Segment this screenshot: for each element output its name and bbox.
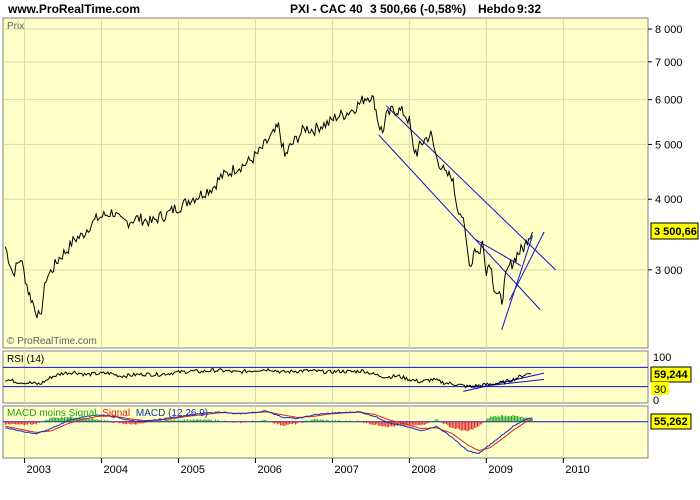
x-tick-label: 2003	[27, 464, 51, 476]
price-series-line	[4, 94, 533, 319]
rsi-last-label: 59,244	[654, 369, 689, 381]
price-change-label: 3 500,66 (-0,58%)	[370, 2, 467, 16]
trend-line[interactable]	[509, 231, 545, 301]
y-tick-label: 4 000	[655, 194, 683, 206]
site-title: www.ProRealTime.com	[8, 2, 141, 16]
y-tick-label: 3 000	[655, 265, 683, 277]
x-tick-label: 2005	[180, 464, 204, 476]
macd-hist-legend: MACD moins Signal	[7, 408, 96, 419]
rsi-panel[interactable]: RSI (14)	[2, 350, 649, 404]
price-panel-label: Prix	[7, 21, 24, 32]
trend-line[interactable]	[385, 105, 556, 271]
last-price-box: 3 500,66	[650, 222, 699, 240]
macd-line	[5, 410, 533, 454]
macd-line-legend: MACD (12 26 9)	[136, 408, 208, 419]
macd-panel[interactable]: MACD moins Signal Signal MACD (12 26 9)	[2, 405, 649, 459]
x-tick-label: 2009	[488, 464, 512, 476]
price-panel[interactable]: Prix © ProRealTime.com	[2, 17, 649, 349]
y-tick-label: 5 000	[655, 139, 683, 151]
watermark: © ProRealTime.com	[7, 336, 97, 347]
rsi-lower-label: 0	[653, 395, 659, 407]
x-tick-label: 2004	[104, 464, 128, 476]
rsi-upper-label: 100	[653, 352, 671, 364]
rsi-last-bg	[650, 366, 692, 383]
x-tick-label: 2008	[411, 464, 435, 476]
macd-last-bg	[650, 413, 692, 430]
macd-last-label: 55,262	[654, 416, 688, 428]
rsi-panel-bg	[2, 350, 649, 404]
rsi-level-label: 30	[654, 384, 666, 396]
last-price-label: 3 500,66	[654, 226, 697, 238]
svg-text:MACD moins Signal Signal: MACD moins Signal Signal MACD (12 26 9)	[7, 408, 208, 419]
price-panel-bg	[2, 17, 649, 349]
rsi-level-bg	[651, 382, 669, 395]
x-tick-label: 2006	[257, 464, 281, 476]
rsi-trend-line[interactable]	[470, 378, 545, 389]
symbol-label: PXI - CAC 40	[290, 2, 363, 16]
rsi-series-line	[5, 367, 532, 389]
rsi-panel-label: RSI (14)	[7, 354, 44, 365]
y-tick-label: 6 000	[655, 95, 683, 107]
timeframe-label: Hebdo	[478, 2, 516, 16]
trend-line[interactable]	[378, 134, 541, 311]
trend-line[interactable]	[501, 235, 534, 330]
macd-panel-bg	[2, 405, 649, 459]
y-tick-label: 7 000	[655, 57, 683, 69]
last-price-bg	[650, 222, 699, 240]
x-tick-label: 2007	[334, 464, 358, 476]
macd-signal-legend: Signal	[102, 408, 130, 419]
y-tick-label: 8 000	[655, 24, 683, 36]
time-label: 9:32	[517, 2, 542, 16]
x-tick-label: 2010	[565, 464, 589, 476]
